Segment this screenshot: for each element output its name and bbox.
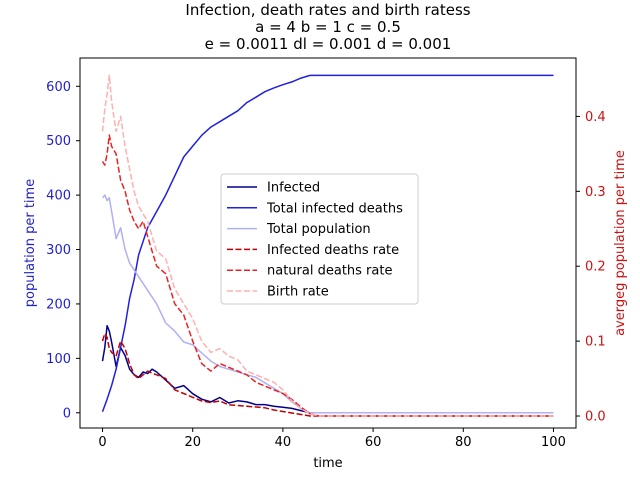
series-line [101, 134, 554, 417]
legend-box [220, 173, 419, 305]
y-left-tick-label: 200 [46, 297, 71, 312]
x-tick-label: 60 [365, 435, 382, 450]
series-line [101, 74, 554, 417]
y-axis-left-label: population per time [23, 179, 38, 307]
chart-title-line: Infection, death rates and birth ratess [185, 1, 470, 19]
y-left-tick-label: 500 [46, 134, 71, 149]
series-line [101, 324, 554, 414]
y-right-tick-label: 0.2 [585, 260, 606, 275]
legend-label: Infected [267, 181, 320, 196]
y-left-tick-label: 300 [46, 243, 71, 258]
chart-title-line: a = 4 b = 1 c = 0.5 [255, 18, 401, 36]
legend: Infected Total infected deaths Total popul… [220, 173, 419, 305]
x-axis-label: time [313, 456, 342, 471]
y-right-tick-label: 0.4 [585, 110, 606, 125]
series-line [101, 332, 554, 417]
x-tick-label: 20 [184, 435, 201, 450]
y-axis-right-label: avergeg population per time [613, 150, 628, 336]
y-right-tick-label: 0.1 [585, 335, 606, 350]
y-left-tick-label: 400 [46, 189, 71, 204]
legend-label: Total infected deaths [266, 201, 403, 216]
y-left-tick-label: 600 [46, 80, 71, 95]
x-tick-label: 80 [455, 435, 472, 450]
x-tick-label: 0 [98, 435, 106, 450]
x-axis: 0 20 40 60 80 100 [98, 428, 566, 450]
legend-label: Birth rate [267, 285, 329, 300]
y-axis-right: 0.0 0.1 0.2 0.3 0.4 [576, 110, 606, 425]
plot-frame [79, 57, 577, 429]
legend-label: Infected deaths rate [267, 243, 399, 258]
legend-label: Total population [266, 222, 371, 237]
series-line [101, 74, 554, 412]
series-lines [101, 74, 554, 417]
legend-label: natural deaths rate [267, 264, 392, 279]
x-tick-label: 100 [541, 435, 566, 450]
chart-title-line: e = 0.0011 dl = 0.001 d = 0.001 [205, 35, 452, 53]
y-right-tick-label: 0.0 [585, 410, 606, 425]
y-axis-left: 0 100 200 300 400 500 600 [46, 80, 80, 421]
y-right-tick-label: 0.3 [585, 185, 606, 200]
y-left-tick-label: 0 [63, 406, 71, 421]
y-left-tick-label: 100 [46, 352, 71, 367]
x-tick-label: 40 [275, 435, 292, 450]
chart-title: Infection, death rates and birth ratessa… [185, 1, 470, 53]
